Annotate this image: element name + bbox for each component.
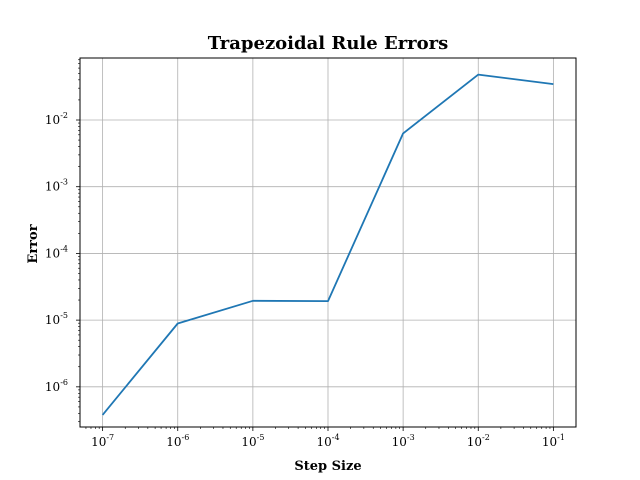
series-layer <box>101 73 554 416</box>
x-tick-label-exponent: -7 <box>106 433 114 442</box>
y-tick-label-base: 10 <box>45 313 60 327</box>
y-tick-label: 10-2 <box>45 111 68 127</box>
x-tick-label: 10-7 <box>91 433 114 449</box>
x-tick-label: 10-2 <box>467 433 490 449</box>
x-tick-label-exponent: -6 <box>181 433 189 442</box>
y-tick-label: 10-4 <box>45 244 68 260</box>
y-tick-label: 10-5 <box>45 311 68 327</box>
x-tick-label-base: 10 <box>392 435 407 449</box>
x-tick-label-exponent: -4 <box>332 433 340 442</box>
x-tick-label: 10-1 <box>542 433 565 449</box>
x-tick-label-exponent: -5 <box>257 433 265 442</box>
series-line <box>101 73 554 416</box>
x-tick-label-base: 10 <box>467 435 482 449</box>
x-tick-label: 10-6 <box>166 433 189 449</box>
y-tick-label-exponent: -5 <box>60 311 68 320</box>
x-tick-label-base: 10 <box>166 435 181 449</box>
x-tick-label-base: 10 <box>241 435 256 449</box>
y-tick-label-base: 10 <box>45 113 60 127</box>
y-tick-label-exponent: -2 <box>60 111 68 120</box>
x-tick-label: 10-3 <box>392 433 415 449</box>
y-tick-label-base: 10 <box>45 380 60 394</box>
chart-title: Trapezoidal Rule Errors <box>208 33 449 54</box>
y-tick-label-exponent: -4 <box>60 244 68 253</box>
x-tick-label: 10-5 <box>241 433 264 449</box>
y-tick-label-base: 10 <box>45 180 60 194</box>
x-tick-label-base: 10 <box>316 435 331 449</box>
y-tick-label-exponent: -6 <box>60 378 68 387</box>
y-tick-label-exponent: -3 <box>60 178 68 187</box>
x-tick-label-exponent: -3 <box>407 433 415 442</box>
y-tick-label-base: 10 <box>45 246 60 260</box>
x-tick-label-exponent: -2 <box>482 433 490 442</box>
x-tick-label-exponent: -1 <box>557 433 565 442</box>
y-axis-label: Error <box>26 224 41 263</box>
y-tick-layer: 10-610-510-410-310-2 <box>45 111 80 394</box>
x-tick-label-base: 10 <box>91 435 106 449</box>
x-axis-label: Step Size <box>294 459 361 474</box>
y-tick-label: 10-3 <box>45 178 68 194</box>
y-tick-label: 10-6 <box>45 378 68 394</box>
grid-layer <box>80 58 576 427</box>
x-tick-layer: 10-7 10-6 10-5 10-4 10-3 10-2 10-1 <box>91 427 565 449</box>
x-tick-label-base: 10 <box>542 435 557 449</box>
x-tick-label: 10-4 <box>316 433 339 449</box>
